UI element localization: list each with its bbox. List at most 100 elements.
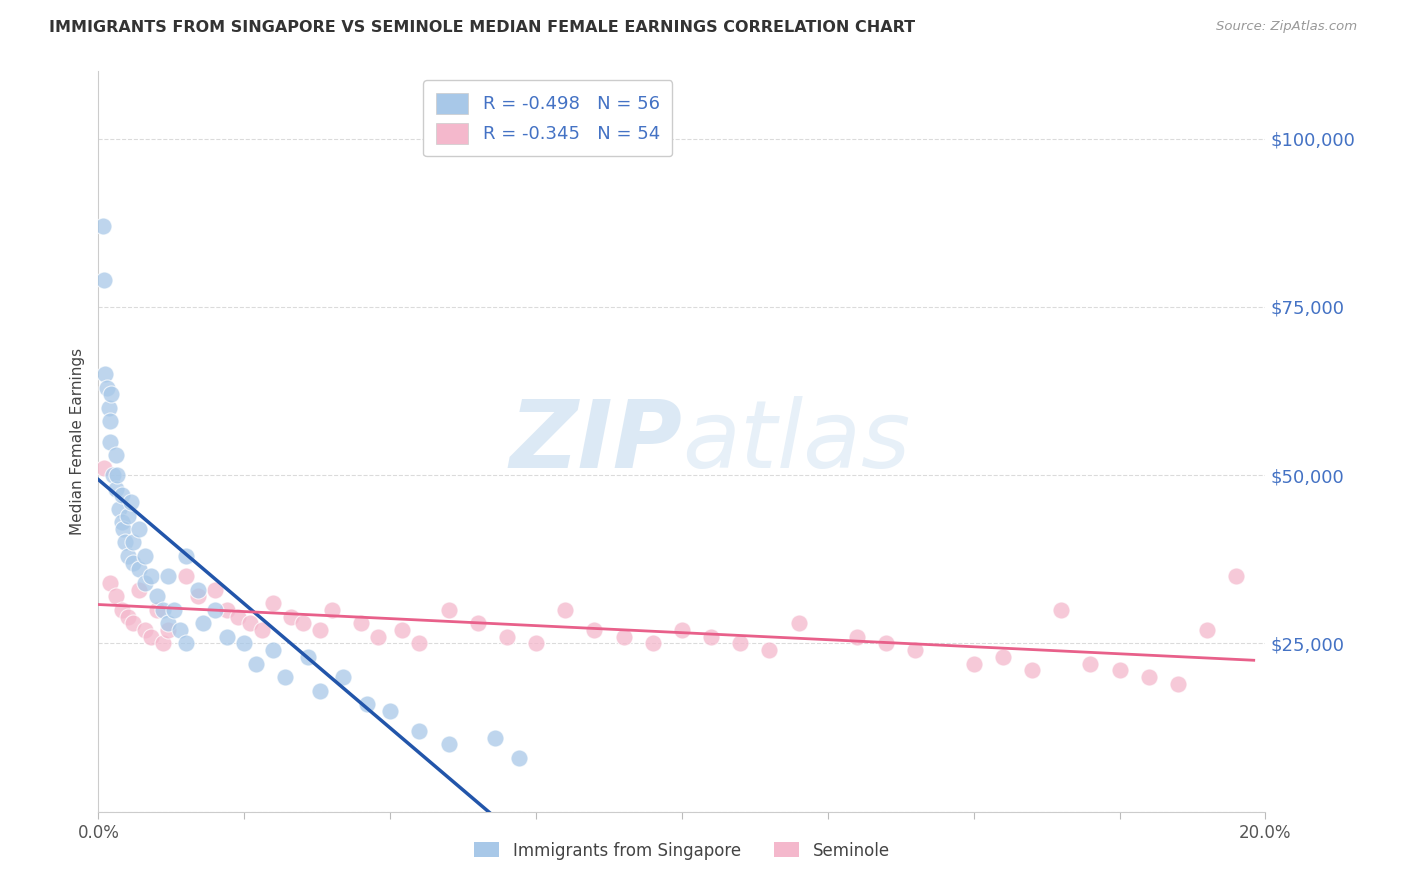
Point (122, 535, 145, 549)
Point (297, 649, 319, 664)
Point (508, 751, 530, 765)
Point (111, 522, 134, 536)
Point (391, 623, 413, 637)
Point (612, 630, 634, 644)
Point (111, 488, 134, 502)
Point (671, 623, 693, 637)
Point (204, 582, 226, 597)
Point (104, 590, 127, 604)
Point (350, 616, 373, 631)
Point (962, 657, 984, 671)
Point (1080, 657, 1102, 671)
Point (163, 603, 186, 617)
Point (250, 623, 273, 637)
Point (152, 636, 174, 650)
Point (98, 414, 121, 428)
Point (1167, 677, 1189, 691)
Point (274, 670, 297, 684)
Point (111, 516, 134, 530)
Point (1108, 664, 1130, 678)
Point (262, 596, 284, 610)
Point (134, 575, 156, 590)
Point (437, 738, 460, 752)
Point (98, 575, 121, 590)
Point (641, 636, 664, 650)
Point (101, 468, 124, 483)
Text: atlas: atlas (682, 396, 910, 487)
Point (1050, 603, 1073, 617)
Point (97, 401, 120, 415)
Point (104, 482, 127, 496)
Point (152, 603, 174, 617)
Point (239, 616, 262, 631)
Point (105, 468, 128, 483)
Point (991, 649, 1014, 664)
Point (437, 603, 460, 617)
Point (228, 609, 250, 624)
Point (215, 603, 238, 617)
Point (262, 643, 284, 657)
Point (204, 603, 226, 617)
Point (467, 616, 489, 631)
Point (108, 501, 131, 516)
Point (94, 368, 117, 382)
Point (128, 522, 150, 536)
Point (758, 643, 780, 657)
Point (484, 731, 506, 745)
Point (321, 603, 343, 617)
Point (128, 582, 150, 597)
Point (157, 616, 180, 631)
Point (356, 697, 378, 711)
Point (309, 623, 332, 637)
Point (846, 630, 869, 644)
Point (496, 630, 519, 644)
Point (157, 569, 180, 583)
Point (730, 636, 752, 650)
Point (904, 643, 927, 657)
Point (408, 723, 430, 738)
Point (367, 630, 389, 644)
Point (122, 616, 145, 631)
Point (1021, 664, 1043, 678)
Point (157, 623, 180, 637)
Point (117, 549, 139, 563)
Point (332, 670, 354, 684)
Point (408, 636, 430, 650)
Point (280, 609, 302, 624)
Text: Source: ZipAtlas.com: Source: ZipAtlas.com (1216, 20, 1357, 33)
Point (174, 636, 197, 650)
Point (122, 556, 145, 570)
Point (215, 630, 238, 644)
Point (245, 657, 267, 671)
Point (98, 434, 121, 449)
Point (146, 603, 169, 617)
Point (139, 569, 162, 583)
Point (104, 448, 127, 462)
Text: IMMIGRANTS FROM SINGAPORE VS SEMINOLE MEDIAN FEMALE EARNINGS CORRELATION CHART: IMMIGRANTS FROM SINGAPORE VS SEMINOLE ME… (49, 20, 915, 35)
Point (1195, 623, 1218, 637)
Point (1225, 569, 1247, 583)
Text: ZIP: ZIP (509, 395, 682, 488)
Point (134, 623, 156, 637)
Legend: Immigrants from Singapore, Seminole: Immigrants from Singapore, Seminole (468, 835, 896, 866)
Point (193, 616, 215, 631)
Point (134, 549, 156, 563)
Point (111, 603, 134, 617)
Point (875, 636, 897, 650)
Y-axis label: Median Female Earnings: Median Female Earnings (70, 348, 86, 535)
Point (787, 616, 810, 631)
Point (139, 630, 162, 644)
Point (524, 636, 547, 650)
Point (233, 636, 256, 650)
Point (187, 590, 209, 604)
Point (93, 273, 115, 287)
Point (309, 683, 332, 698)
Point (174, 569, 197, 583)
Point (120, 495, 142, 509)
Point (91, 219, 114, 234)
Point (169, 623, 191, 637)
Point (174, 549, 197, 563)
Point (146, 590, 169, 604)
Point (380, 704, 402, 718)
Point (117, 609, 139, 624)
